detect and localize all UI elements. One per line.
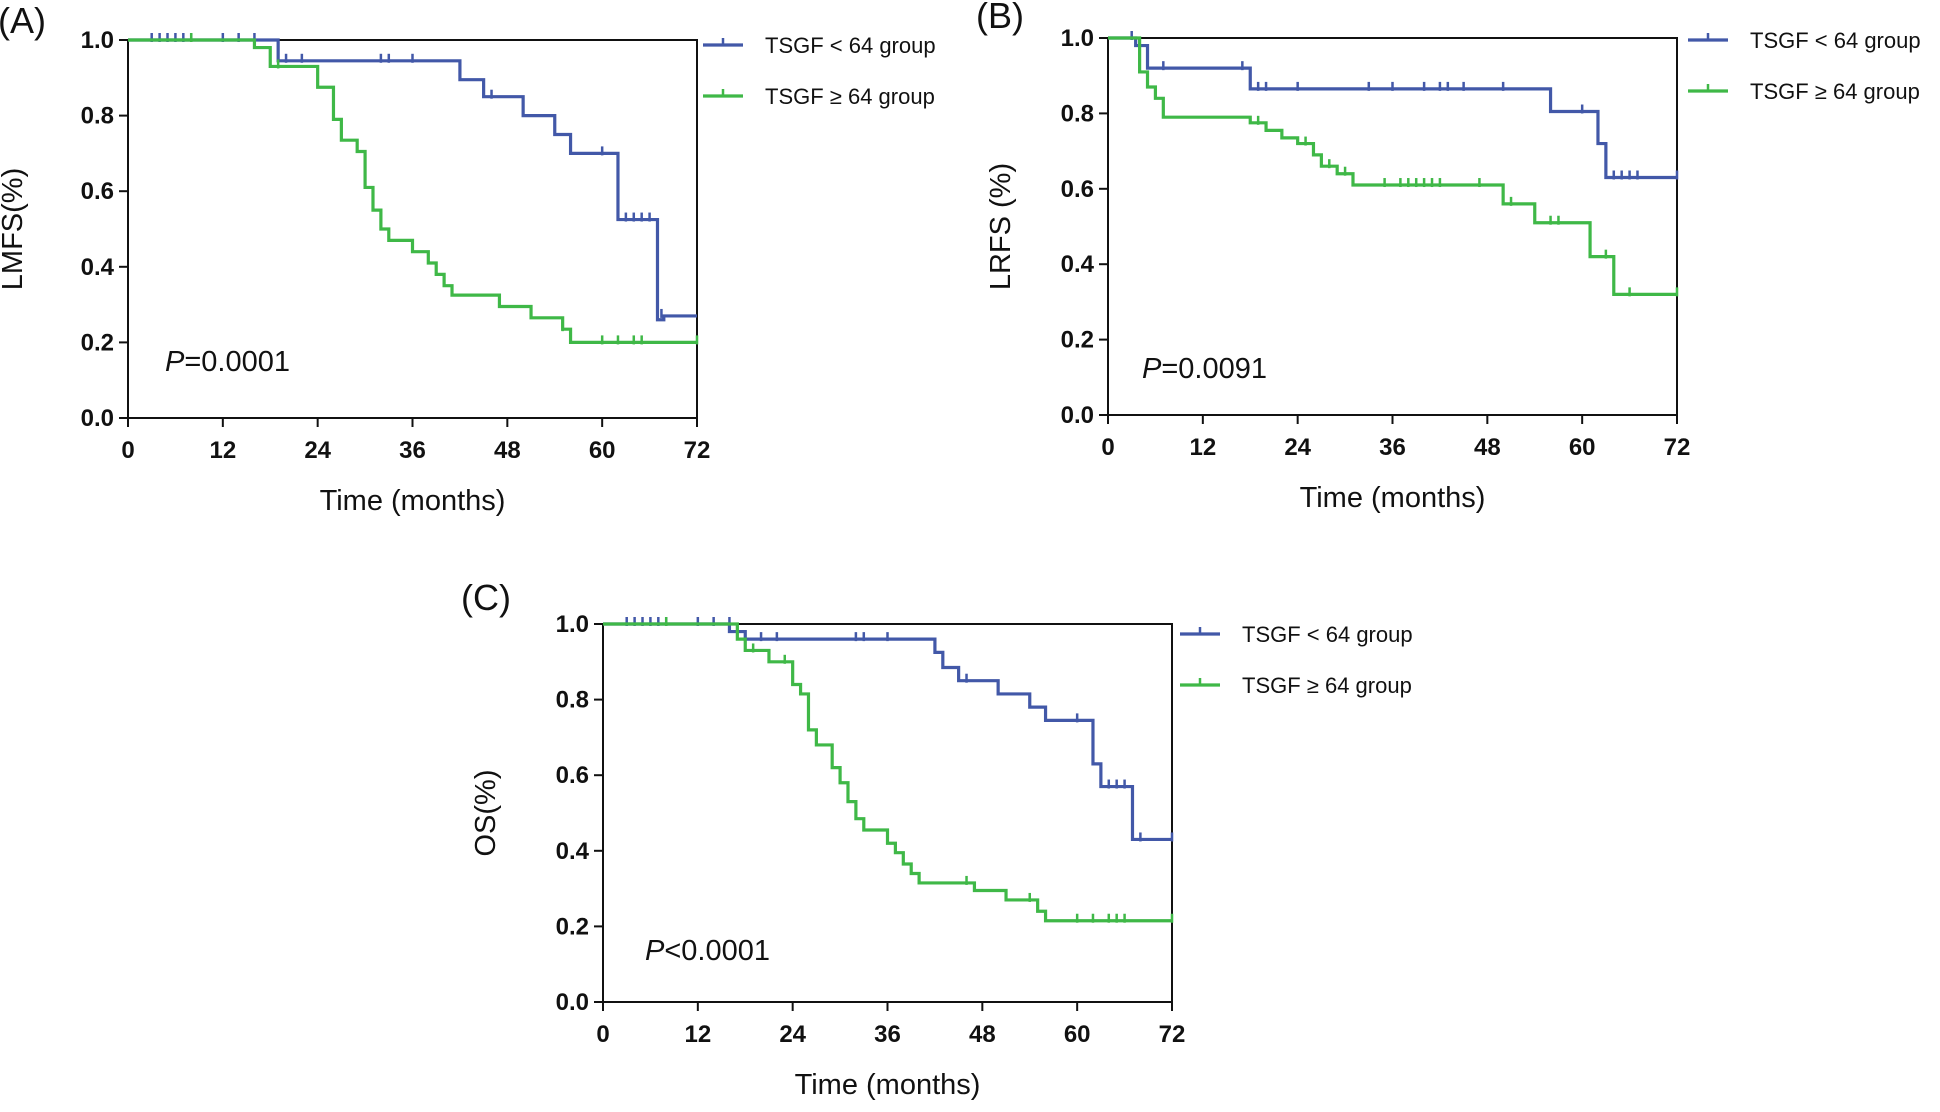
p-value-annotation: P=0.0001 [165, 346, 290, 378]
x-tick-label: 36 [1379, 434, 1406, 461]
x-axis-title: Time (months) [320, 485, 506, 517]
x-axis-title: Time (months) [1300, 482, 1486, 514]
series-line-1 [1108, 36, 1677, 296]
x-tick-label: 72 [1159, 1021, 1186, 1048]
legend-label: TSGF < 64 group [1750, 28, 1921, 53]
y-tick-label: 0.4 [556, 838, 590, 865]
x-tick-label: 60 [1569, 434, 1596, 461]
p-value-annotation: P=0.0091 [1142, 353, 1267, 385]
series-line-0 [1108, 36, 1677, 180]
y-tick-label: 0.0 [81, 405, 114, 432]
y-tick-label: 0.0 [556, 989, 589, 1016]
y-tick-label: 1.0 [556, 611, 589, 638]
p-value-symbol: P [645, 935, 665, 967]
series-line-1 [603, 622, 1172, 923]
chart-panel-0: (A) 0.0 0.2 0.4 0.6 0.8 1.0 0 12 24 36 48 60 72 Time (… [0, 0, 936, 517]
p-value-number: <0.0001 [664, 935, 770, 967]
x-tick-label: 48 [969, 1021, 996, 1048]
p-value-number: =0.0001 [184, 346, 290, 378]
y-tick-label: 0.8 [1061, 100, 1094, 127]
y-tick-label: 0.6 [81, 178, 114, 205]
x-tick-label: 60 [1064, 1021, 1091, 1048]
x-tick-label: 72 [1664, 434, 1691, 461]
panel-label: (A) [0, 0, 46, 41]
x-tick-label: 48 [1474, 434, 1501, 461]
panel-label: (B) [976, 0, 1024, 36]
series-line-0 [128, 38, 697, 322]
series-line-0 [603, 622, 1172, 842]
y-axis-title: LMFS(%) [0, 168, 29, 290]
y-tick-label: 0.2 [81, 329, 114, 356]
y-tick-label: 1.0 [1061, 25, 1094, 52]
x-tick-label: 0 [121, 437, 134, 464]
x-tick-label: 12 [1189, 434, 1216, 461]
y-tick-label: 0.8 [556, 687, 589, 714]
p-value-symbol: P [1142, 353, 1162, 385]
legend-label: TSGF ≥ 64 group [765, 84, 935, 109]
y-tick-label: 0.2 [556, 913, 589, 940]
x-tick-label: 72 [684, 437, 711, 464]
x-tick-label: 60 [589, 437, 616, 464]
p-value-number: =0.0091 [1161, 353, 1267, 385]
legend-label: TSGF ≥ 64 group [1242, 673, 1412, 698]
chart-panel-1: (B) 0.0 0.2 0.4 0.6 0.8 1.0 0 12 24 36 48 60 72 Time (… [976, 0, 1921, 514]
y-tick-label: 0.4 [81, 254, 115, 281]
p-value-annotation: P<0.0001 [645, 935, 770, 967]
series-line-1 [128, 38, 697, 344]
x-tick-label: 48 [494, 437, 521, 464]
y-tick-label: 0.2 [1061, 327, 1094, 354]
x-tick-label: 36 [399, 437, 426, 464]
x-tick-label: 36 [874, 1021, 901, 1048]
chart-panel-2: (C) 0.0 0.2 0.4 0.6 0.8 1.0 0 12 24 36 48 60 72 Time (… [461, 577, 1413, 1101]
x-axis-title: Time (months) [795, 1069, 981, 1101]
legend-label: TSGF ≥ 64 group [1750, 79, 1920, 104]
legend-label: TSGF < 64 group [1242, 622, 1413, 647]
x-tick-label: 24 [1284, 434, 1311, 461]
x-tick-label: 24 [779, 1021, 806, 1048]
y-axis-title: OS(%) [470, 770, 502, 857]
x-tick-label: 12 [209, 437, 236, 464]
panel-label: (C) [461, 577, 511, 618]
y-tick-label: 0.6 [556, 762, 589, 789]
y-tick-label: 0.8 [81, 103, 114, 130]
y-tick-label: 0.0 [1061, 402, 1094, 429]
x-tick-label: 24 [304, 437, 331, 464]
y-tick-label: 0.4 [1061, 251, 1095, 278]
legend-label: TSGF < 64 group [765, 33, 936, 58]
y-axis-title: LRFS (%) [985, 163, 1017, 290]
x-tick-label: 0 [1101, 434, 1114, 461]
x-tick-label: 12 [684, 1021, 711, 1048]
x-tick-label: 0 [596, 1021, 609, 1048]
p-value-symbol: P [165, 346, 185, 378]
y-tick-label: 1.0 [81, 27, 114, 54]
y-tick-label: 0.6 [1061, 176, 1094, 203]
